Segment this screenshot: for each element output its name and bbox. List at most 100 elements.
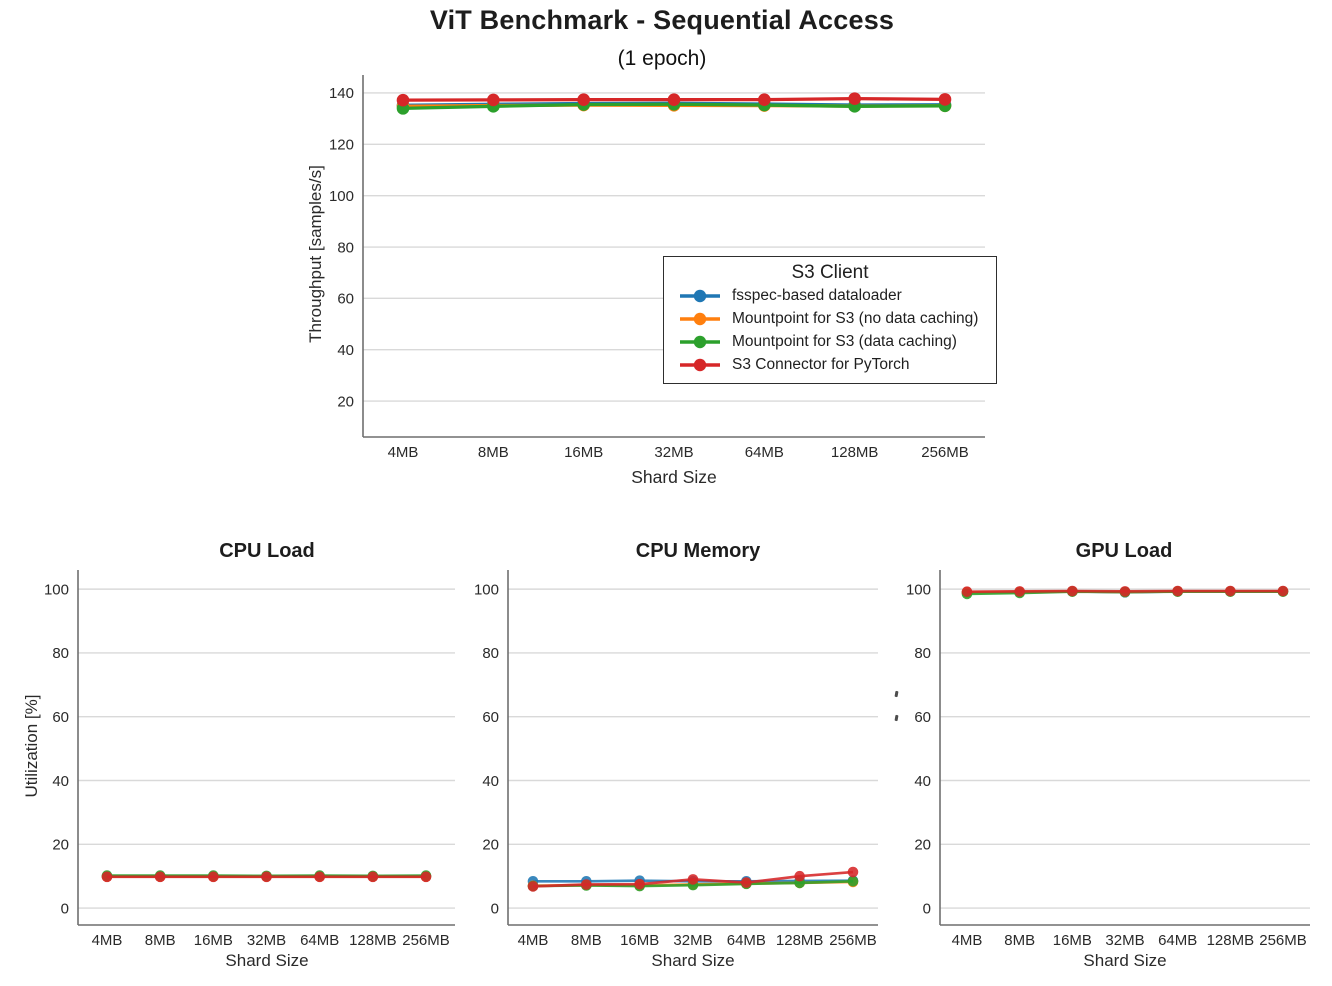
y-tick-label: 40 xyxy=(337,342,354,359)
data-point xyxy=(1277,585,1289,597)
y-tick-label: 20 xyxy=(337,393,354,410)
legend-marker-icon xyxy=(680,335,720,348)
y-tick-label: 60 xyxy=(337,291,354,308)
throughput-chart: 20 40 60 80 100 120 140 4MB 8MB 16MB 32MB 64MB 128MB… xyxy=(329,75,985,461)
y-tick-label: 80 xyxy=(52,645,69,662)
gpu-load-title: GPU Load xyxy=(1075,540,1173,562)
data-point xyxy=(741,877,752,888)
data-point xyxy=(527,881,539,892)
x-tick-label: 128MB xyxy=(831,444,879,461)
data-point xyxy=(1014,586,1025,597)
data-point xyxy=(396,93,410,107)
legend-label: fsspec-based dataloader xyxy=(732,286,902,304)
legend: S3 Client fsspec-based dataloader Mountp… xyxy=(663,256,997,384)
throughput-y-axis-label: Throughput [samples/s] xyxy=(306,165,325,343)
gpu-load-x-axis-label: Shard Size xyxy=(1083,951,1167,970)
legend-label: Mountpoint for S3 (data caching) xyxy=(732,332,957,350)
legend-item-s3-connector: S3 Connector for PyTorch xyxy=(664,353,996,376)
data-point xyxy=(794,870,805,882)
data-point xyxy=(420,871,432,883)
data-point xyxy=(1067,585,1078,597)
figure-title: ViT Benchmark - Sequential Access xyxy=(429,5,895,35)
data-point xyxy=(634,878,645,890)
data-point xyxy=(261,871,272,883)
x-tick-label: 4MB xyxy=(518,932,549,949)
y-tick-label: 140 xyxy=(329,85,354,102)
y-tick-label: 120 xyxy=(329,137,354,154)
data-point xyxy=(758,93,771,106)
x-tick-label: 16MB xyxy=(1053,932,1092,949)
x-tick-label: 4MB xyxy=(952,932,983,949)
x-tick-label: 256MB xyxy=(829,932,877,949)
x-tick-label: 16MB xyxy=(564,444,603,461)
x-tick-label: 8MB xyxy=(1004,932,1035,949)
cpu-load-x-axis-label: Shard Size xyxy=(225,951,309,970)
y-tick-label: 20 xyxy=(914,837,931,854)
data-point xyxy=(367,871,379,883)
x-tick-label: 64MB xyxy=(300,932,339,949)
data-point xyxy=(938,93,952,106)
x-tick-label: 32MB xyxy=(673,932,712,949)
legend-marker-icon xyxy=(680,312,720,325)
data-point xyxy=(1119,586,1131,597)
cpu-memory-title: CPU Memory xyxy=(635,540,761,562)
y-tick-label: 60 xyxy=(482,709,499,726)
cpu-load-chart: 0 20 40 60 80 100 4MB 8MB 16MB 32MB 64MB 128MB 256MB xyxy=(44,570,455,949)
data-point xyxy=(101,871,113,883)
data-point xyxy=(847,866,859,878)
y-tick-label: 20 xyxy=(482,837,499,854)
x-tick-label: 8MB xyxy=(478,444,509,461)
x-tick-label: 32MB xyxy=(654,444,693,461)
data-point xyxy=(961,586,973,597)
cpu-memory-chart: 0 20 40 60 80 100 4MB 8MB 16MB 32MB 64MB 128MB 256MB xyxy=(474,570,878,949)
legend-label: S3 Connector for PyTorch xyxy=(732,355,910,373)
data-point xyxy=(577,93,590,106)
x-tick-label: 32MB xyxy=(1105,932,1144,949)
x-tick-label: 256MB xyxy=(921,444,969,461)
y-tick-label: 20 xyxy=(52,837,69,854)
y-tick-label: 0 xyxy=(491,900,499,917)
data-point xyxy=(208,871,219,883)
y-tick-label: 40 xyxy=(482,773,499,790)
y-tick-label: 100 xyxy=(329,188,354,205)
y-tick-label: 100 xyxy=(474,581,499,598)
y-tick-label: 40 xyxy=(914,773,931,790)
x-tick-label: 32MB xyxy=(247,932,286,949)
x-tick-label: 64MB xyxy=(745,444,784,461)
y-tick-label: 100 xyxy=(906,581,931,598)
y-tick-label: 0 xyxy=(61,900,69,917)
data-point xyxy=(687,874,699,885)
utilization-y-axis-label: Utilization [%] xyxy=(22,694,41,798)
data-point xyxy=(154,871,166,883)
y-tick-label: 60 xyxy=(914,709,931,726)
x-tick-label: 16MB xyxy=(620,932,659,949)
legend-item-mountpoint-no-cache: Mountpoint for S3 (no data caching) xyxy=(664,307,996,330)
figure-subtitle: (1 epoch) xyxy=(617,47,707,70)
data-point xyxy=(667,93,681,106)
y-tick-label: 80 xyxy=(337,239,354,256)
x-tick-label: 4MB xyxy=(388,444,419,461)
cpu-load-title: CPU Load xyxy=(219,540,315,562)
y-tick-label: 0 xyxy=(923,900,931,917)
y-tick-label: 100 xyxy=(44,581,69,598)
data-point xyxy=(1225,585,1236,597)
data-point xyxy=(848,92,861,105)
y-tick-label: 80 xyxy=(482,645,499,662)
data-point xyxy=(581,879,592,890)
x-tick-label: 8MB xyxy=(571,932,602,949)
data-point xyxy=(1172,585,1183,597)
legend-title: S3 Client xyxy=(791,262,869,283)
cpu-memory-x-axis-label: Shard Size xyxy=(651,951,735,970)
data-point xyxy=(314,871,325,883)
y-tick-label: 40 xyxy=(52,773,69,790)
x-tick-label: 16MB xyxy=(194,932,233,949)
y-tick-label: 60 xyxy=(52,709,69,726)
data-point xyxy=(847,876,859,887)
legend-marker-icon xyxy=(680,358,720,371)
x-tick-label: 256MB xyxy=(402,932,450,949)
x-tick-label: 4MB xyxy=(92,932,123,949)
data-point xyxy=(487,93,500,107)
x-tick-label: 64MB xyxy=(727,932,766,949)
x-tick-label: 128MB xyxy=(349,932,397,949)
